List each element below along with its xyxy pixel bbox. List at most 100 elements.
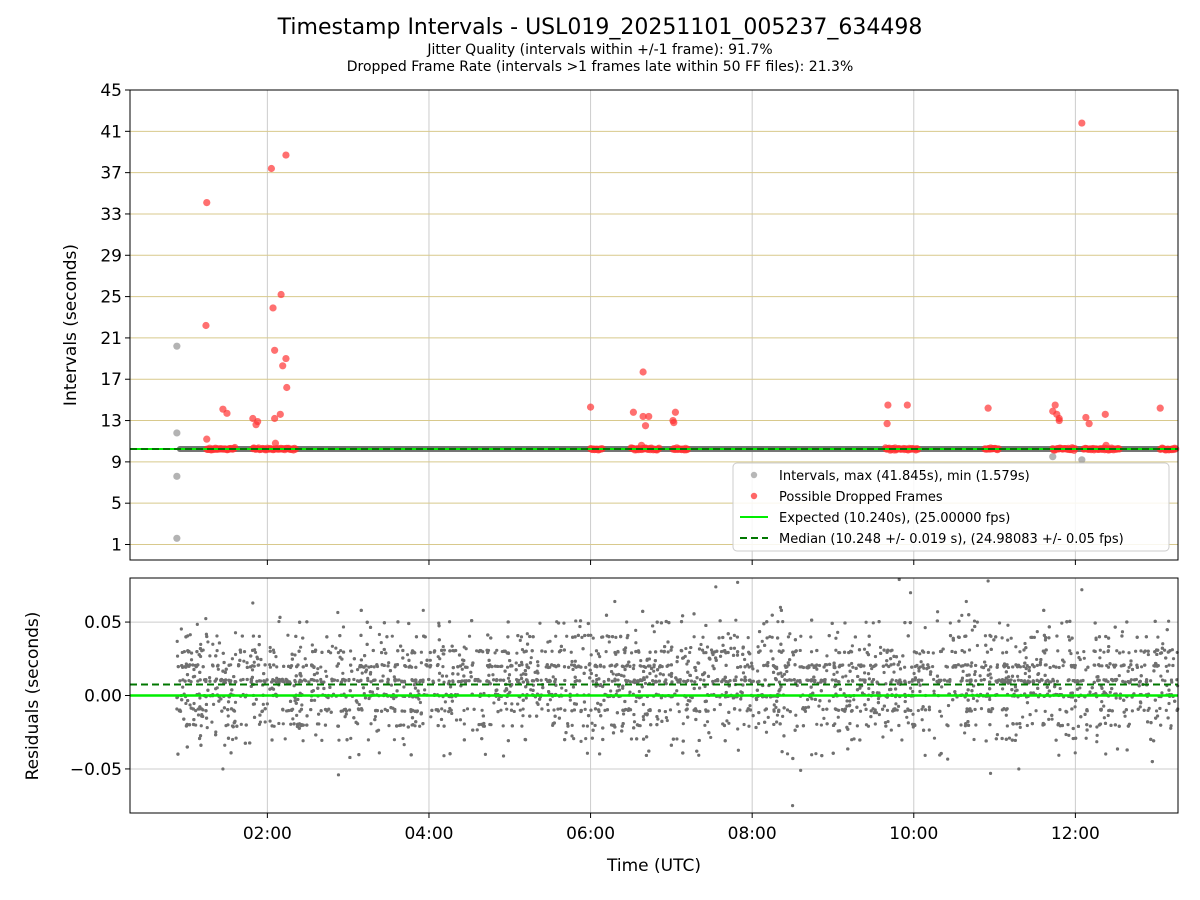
residual-point bbox=[625, 680, 629, 684]
residual-point bbox=[915, 663, 919, 668]
residual-point bbox=[268, 665, 273, 669]
residual-point bbox=[180, 664, 184, 668]
residual-point bbox=[343, 715, 347, 719]
residual-point bbox=[832, 672, 836, 676]
residual-point bbox=[1135, 665, 1140, 669]
residual-point bbox=[1106, 649, 1110, 654]
residual-point bbox=[469, 675, 473, 679]
residual-point bbox=[1047, 636, 1051, 640]
residual-point bbox=[870, 666, 874, 671]
residual-point bbox=[348, 689, 352, 693]
residual-point bbox=[809, 650, 814, 654]
residual-point bbox=[757, 629, 762, 634]
residual-point bbox=[869, 709, 873, 713]
residual-point bbox=[233, 719, 237, 723]
residual-point bbox=[632, 712, 636, 717]
residual-point bbox=[472, 707, 476, 711]
residual-point bbox=[425, 658, 429, 662]
residual-point bbox=[692, 635, 696, 639]
residual-point bbox=[827, 699, 831, 703]
residual-point bbox=[885, 659, 889, 663]
residual-point bbox=[427, 677, 431, 682]
residual-point bbox=[505, 707, 509, 711]
residual-point bbox=[272, 679, 277, 683]
residual-point bbox=[479, 649, 483, 653]
residual-point bbox=[228, 681, 232, 685]
residual-point bbox=[959, 723, 963, 727]
residual-point bbox=[536, 671, 540, 675]
intervals-y-tick-label: 21 bbox=[100, 329, 122, 349]
residual-point bbox=[935, 610, 940, 614]
residual-point bbox=[210, 720, 214, 724]
residual-point bbox=[233, 631, 238, 635]
residual-point bbox=[892, 670, 896, 674]
residual-point bbox=[547, 679, 551, 683]
legend-expected-label: Expected (10.240s), (25.00000 fps) bbox=[779, 511, 1010, 526]
residual-point bbox=[926, 663, 930, 667]
x-tick-label-12:00: 12:00 bbox=[1051, 824, 1100, 844]
residual-point bbox=[456, 665, 460, 669]
residual-point bbox=[743, 679, 747, 683]
residual-point bbox=[785, 665, 789, 669]
residual-point bbox=[885, 708, 890, 712]
residual-point bbox=[721, 643, 725, 647]
residual-point bbox=[862, 647, 867, 651]
residual-point bbox=[245, 665, 249, 669]
residual-point bbox=[746, 707, 750, 711]
residual-point bbox=[1161, 642, 1165, 646]
residual-point bbox=[911, 689, 915, 694]
residual-point bbox=[975, 643, 980, 648]
residual-point bbox=[1086, 665, 1090, 669]
residual-point bbox=[1159, 674, 1163, 678]
residual-point bbox=[1015, 674, 1020, 679]
residual-point bbox=[1027, 675, 1032, 679]
residual-point bbox=[984, 643, 988, 647]
residual-point bbox=[186, 649, 190, 653]
residual-point bbox=[463, 665, 468, 669]
residual-point bbox=[1013, 689, 1018, 693]
residual-point bbox=[571, 685, 576, 689]
residual-point bbox=[774, 705, 778, 709]
residual-point bbox=[230, 657, 234, 661]
residual-point bbox=[1073, 680, 1077, 684]
residual-point bbox=[543, 650, 548, 654]
residual-point bbox=[1000, 636, 1004, 640]
residual-point bbox=[964, 634, 968, 638]
residual-point bbox=[741, 652, 745, 656]
residual-point bbox=[547, 690, 551, 694]
residual-point bbox=[1139, 674, 1143, 678]
residual-point bbox=[1018, 650, 1022, 654]
dropped-frame-point bbox=[884, 401, 892, 409]
dropped-frame-point bbox=[671, 408, 680, 416]
residual-point bbox=[412, 683, 416, 687]
residual-point bbox=[702, 651, 706, 655]
residual-point bbox=[764, 707, 768, 711]
residual-point bbox=[499, 708, 503, 712]
residual-point bbox=[238, 658, 242, 663]
residual-point bbox=[1025, 664, 1029, 668]
residual-point bbox=[1074, 699, 1078, 703]
residual-point bbox=[294, 634, 298, 638]
residual-point bbox=[283, 737, 287, 741]
residual-point bbox=[825, 707, 829, 711]
residual-point bbox=[1044, 636, 1048, 640]
residual-point bbox=[262, 679, 266, 683]
residual-point bbox=[1155, 664, 1159, 668]
residual-point bbox=[1084, 736, 1088, 740]
residual-point bbox=[698, 678, 703, 682]
residual-point bbox=[462, 722, 466, 726]
residual-point bbox=[451, 679, 455, 683]
residual-point bbox=[301, 739, 305, 743]
residual-point bbox=[806, 705, 811, 709]
x-tick-label-08:00: 08:00 bbox=[728, 824, 777, 844]
residual-point bbox=[519, 660, 524, 664]
residual-point bbox=[1123, 714, 1127, 718]
residual-point bbox=[1017, 767, 1021, 771]
residual-point bbox=[520, 663, 524, 667]
residual-point bbox=[675, 689, 679, 693]
residual-point bbox=[858, 686, 862, 690]
residual-point bbox=[894, 655, 899, 659]
residual-point bbox=[379, 709, 384, 713]
residual-point bbox=[523, 668, 527, 673]
residual-point bbox=[1023, 679, 1027, 683]
